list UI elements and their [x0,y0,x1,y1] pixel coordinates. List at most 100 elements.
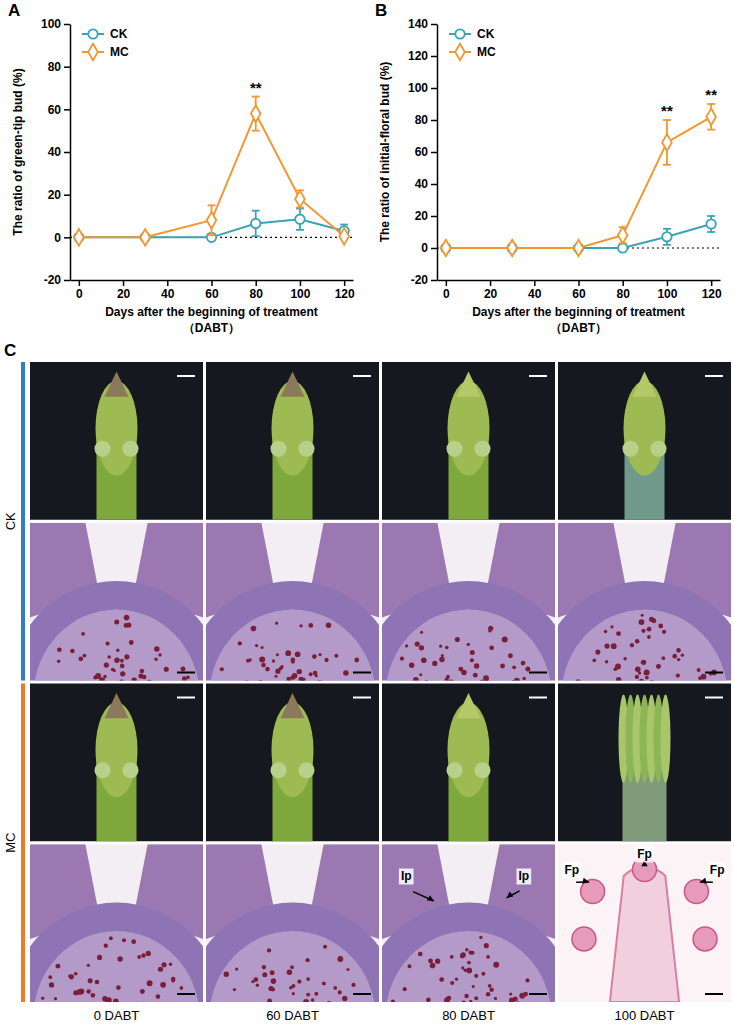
cell-stain [124,654,129,659]
column-label: 60 DABT [266,1008,319,1023]
y-tick-mark [431,56,437,58]
cell-stain [290,965,294,969]
chart-panel: 020406080100120-20020406080100The ratio … [11,17,355,335]
cell-stain [48,975,52,979]
legend: CKMC [449,27,496,60]
cell-stain [129,640,134,645]
cell-stain [676,648,681,653]
figure: 020406080100120-20020406080100The ratio … [0,0,734,1031]
cell-stain [41,997,44,1000]
scale-bar [529,375,547,377]
x-tick: 80 [617,280,631,301]
scale-bar [353,375,371,377]
cell-stain [439,645,442,648]
error-bar [296,209,304,230]
bud-scale [95,441,111,457]
x-tick-label: 20 [117,287,131,301]
y-tick-label: 60 [415,145,429,159]
y-tick: 60 [415,145,437,159]
series-marker [140,229,150,246]
series-marker [74,229,84,246]
cell-stain [525,978,529,982]
legend-entry: MC [449,44,496,61]
cell-stain [604,630,608,634]
x-tick-label: 80 [250,287,264,301]
error-bar-cap [208,204,216,206]
y-axis-title: The ratio of green-tip bud (%) [11,68,25,235]
cell-stain [455,637,460,642]
cell-stain [114,658,120,664]
cell-stain [595,650,600,655]
cell-stain [338,990,342,994]
bud-tip [281,371,305,396]
y-tick-label: 20 [48,188,62,202]
cell-stain [489,645,494,650]
cell-stain [658,624,663,629]
cell-stain [267,948,271,952]
x-axis-title-unit: （DABT） [550,321,607,335]
x-tick: 100 [657,280,677,301]
cell-stain [301,678,306,681]
error-bar [707,216,715,232]
scale-bar [705,672,723,674]
y-axis: -20020406080100120140 [408,17,438,287]
cell-stain [270,970,275,975]
cell-stain [312,654,317,659]
bud-scale [475,441,491,457]
cell-stain [449,680,454,681]
panel-letter: B [375,1,387,20]
cell-stain [303,999,309,1002]
pith [561,610,727,681]
cell-stain [297,979,301,983]
cell-stain [672,654,677,659]
bud-tip [457,693,481,718]
cell-stain [57,647,62,652]
cell-stain [306,977,310,981]
cell-stain [295,651,301,657]
cell-stain [78,656,83,661]
cell-stain [701,674,707,680]
cell-stain [161,962,166,967]
cell-stain [604,643,609,648]
x-axis: 020406080100120 [71,280,355,301]
y-tick-label: 60 [48,103,62,117]
cell-stain [297,669,302,674]
cell-stain [235,967,238,970]
error-bar-cap [208,234,216,236]
plot-area [437,104,720,256]
error-bar-cap [707,103,715,105]
cell-stain [164,667,169,672]
cell-stain [186,676,190,680]
cell-stain [116,985,121,990]
cell-stain [489,987,494,992]
legend-entry: CK [82,27,128,41]
cell-stain [114,619,119,624]
x-tick-label: 20 [484,287,498,301]
y-tick-label: 100 [408,81,428,95]
cell-stain [156,994,161,999]
cell-stain [610,625,613,628]
y-tick-label: -20 [44,273,62,287]
cell-stain [73,990,78,995]
cell-stain [120,664,125,669]
cell-stain [109,936,113,940]
label-patch [708,862,727,878]
scale-bar [177,375,195,377]
cell-stain [474,996,478,1000]
x-tick-mark [667,280,669,286]
cell-stain [635,675,639,679]
x-tick: 20 [484,280,498,301]
cell-stain [68,974,71,977]
x-tick: 120 [702,280,722,301]
x-tick-mark [711,280,713,286]
shoot-apex [30,581,203,680]
cell-stain [641,614,644,617]
legend-entry: MC [82,44,129,61]
panel-letter: C [4,341,16,360]
label-patch [563,862,582,878]
error-bar [707,104,715,130]
bud-tip [457,371,481,396]
cell-stain [57,659,60,662]
bud-tip [105,693,129,718]
cell-stain [623,657,627,661]
